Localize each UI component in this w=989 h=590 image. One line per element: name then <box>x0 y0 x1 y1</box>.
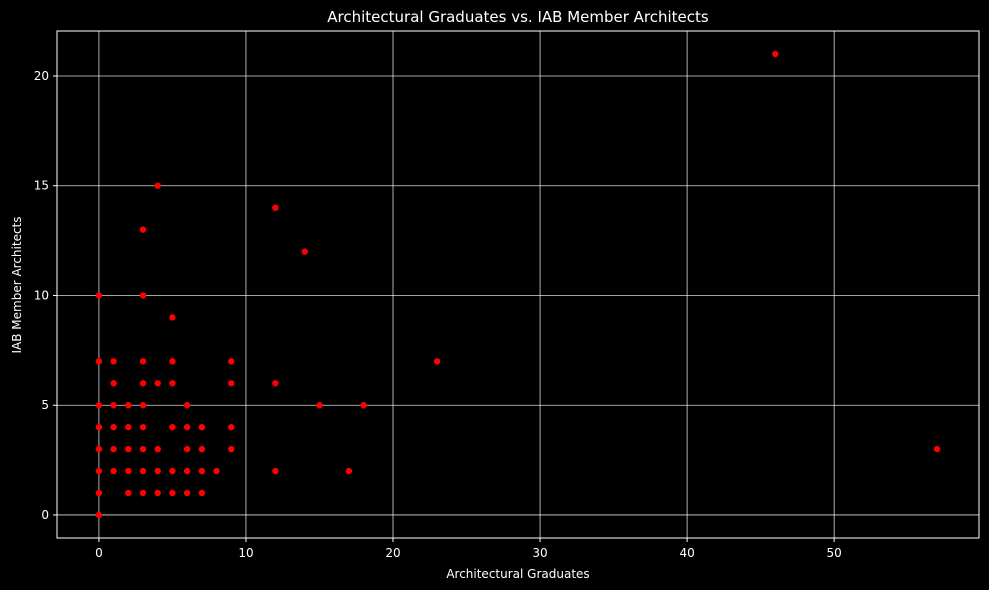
x-axis-label: Architectural Graduates <box>446 567 589 581</box>
data-point <box>125 467 132 475</box>
data-points <box>95 50 941 519</box>
data-point <box>95 292 103 299</box>
data-point <box>139 423 147 431</box>
x-tick-label: 40 <box>679 546 694 560</box>
data-point <box>213 467 220 475</box>
x-tick-label: 10 <box>238 546 253 560</box>
data-point <box>154 489 161 497</box>
grid <box>57 31 979 538</box>
data-point <box>183 467 191 475</box>
data-point <box>183 445 191 453</box>
data-point <box>316 402 323 409</box>
x-tick-label: 20 <box>385 546 400 560</box>
data-point <box>228 358 235 365</box>
data-point <box>110 358 117 365</box>
data-point <box>139 467 147 475</box>
data-point <box>433 358 441 365</box>
axis-ticks: 0 10 20 30 40 50 0 5 10 15 20 <box>34 69 842 560</box>
data-point <box>198 467 206 475</box>
data-point <box>139 402 147 409</box>
chart-title: Architectural Graduates vs. IAB Member A… <box>327 8 709 26</box>
data-point <box>110 445 117 453</box>
data-point <box>125 423 132 431</box>
y-tick-label: 15 <box>34 179 49 193</box>
data-point <box>139 358 147 365</box>
plot-area-frame <box>56 30 980 539</box>
data-point <box>154 445 161 453</box>
data-point <box>183 402 191 409</box>
data-point <box>228 380 235 387</box>
data-point <box>169 380 176 387</box>
data-point <box>95 402 103 409</box>
data-point <box>345 467 353 475</box>
data-point <box>301 248 308 255</box>
data-point <box>95 358 103 365</box>
data-point <box>125 402 132 409</box>
data-point <box>110 380 117 387</box>
x-tick-label: 0 <box>95 546 103 560</box>
data-point <box>139 380 147 387</box>
data-point <box>95 511 103 519</box>
data-point <box>169 423 176 431</box>
data-point <box>110 423 117 431</box>
data-point <box>169 314 176 321</box>
data-point <box>272 467 279 475</box>
data-point <box>110 402 117 409</box>
y-tick-label: 20 <box>34 69 49 83</box>
data-point <box>139 445 147 453</box>
data-point <box>125 445 132 453</box>
y-tick-label: 5 <box>41 398 49 412</box>
data-point <box>228 445 235 453</box>
y-axis-label: IAB Member Architects <box>10 216 24 353</box>
data-point <box>169 467 176 475</box>
data-point <box>154 380 161 387</box>
data-point <box>110 467 117 475</box>
data-point <box>95 467 103 475</box>
data-point <box>183 423 191 431</box>
data-point <box>198 423 206 431</box>
data-point <box>198 445 206 453</box>
data-point <box>360 402 367 409</box>
data-point <box>228 423 235 431</box>
data-point <box>95 489 103 497</box>
data-point <box>272 380 279 387</box>
data-point <box>139 489 147 497</box>
data-point <box>169 489 176 497</box>
data-point <box>125 489 132 497</box>
data-point <box>95 445 103 453</box>
data-point <box>933 445 941 453</box>
y-tick-label: 10 <box>34 288 49 302</box>
data-point <box>272 204 279 211</box>
data-point <box>183 489 191 497</box>
y-tick-label: 0 <box>41 508 49 522</box>
data-point <box>139 292 147 299</box>
data-point <box>772 50 779 58</box>
x-tick-label: 30 <box>532 546 547 560</box>
data-point <box>154 182 161 189</box>
data-point <box>139 226 147 233</box>
data-point <box>198 489 206 497</box>
data-point <box>154 467 161 475</box>
data-point <box>169 358 176 365</box>
x-tick-label: 50 <box>827 546 842 560</box>
data-point <box>95 423 103 431</box>
